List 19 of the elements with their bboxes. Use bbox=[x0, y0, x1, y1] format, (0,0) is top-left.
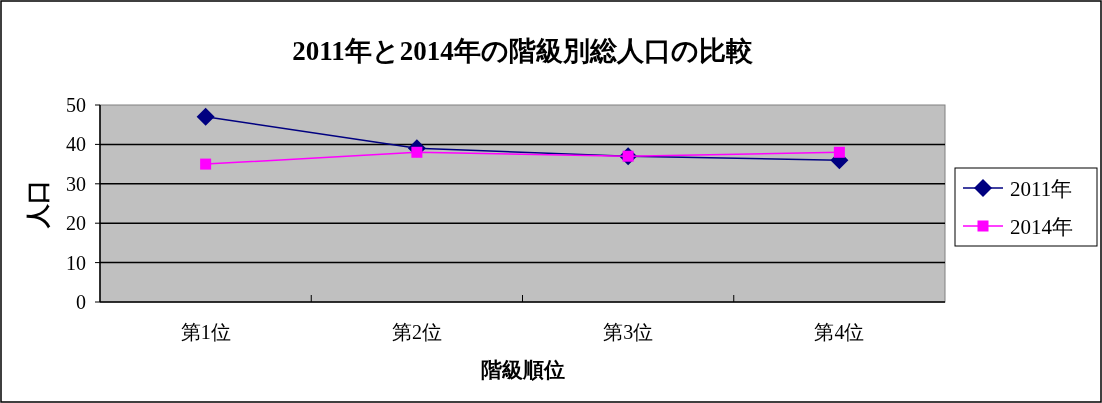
y-tick-label: 0 bbox=[76, 291, 86, 313]
point bbox=[196, 107, 215, 126]
point bbox=[200, 158, 212, 170]
y-tick-label: 40 bbox=[66, 133, 86, 156]
y-tick-label: 10 bbox=[66, 251, 86, 274]
x-tick-label: 第2位 bbox=[391, 321, 442, 343]
y-axis-title: 人口 bbox=[25, 179, 51, 229]
x-tick-label: 第1位 bbox=[180, 321, 231, 343]
point bbox=[833, 146, 845, 158]
point bbox=[411, 146, 423, 158]
y-tick-label: 30 bbox=[66, 172, 86, 195]
chart-title: 2011年と2014年の階級別総人口の比較 bbox=[292, 36, 754, 66]
legend-label: 2014年 bbox=[1010, 215, 1073, 239]
x-axis-title: 階級順位 bbox=[480, 358, 565, 382]
y-tick-label: 20 bbox=[66, 212, 86, 235]
legend-label: 2011年 bbox=[1010, 177, 1073, 201]
y-tick-label: 50 bbox=[66, 94, 86, 116]
x-tick-label: 第3位 bbox=[603, 321, 654, 343]
x-tick-label: 第4位 bbox=[814, 321, 865, 343]
